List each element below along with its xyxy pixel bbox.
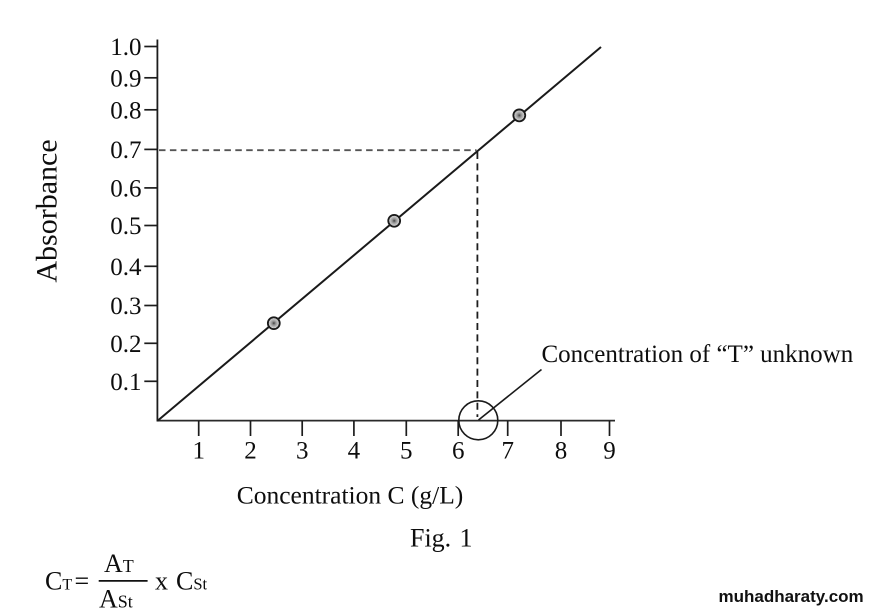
svg-text:3: 3 [296, 438, 309, 465]
svg-text:Concentration C (g/L): Concentration C (g/L) [237, 481, 464, 510]
svg-text:CT: CT [45, 567, 72, 596]
svg-text:0.1: 0.1 [110, 369, 141, 396]
svg-text:muhadharaty.com: muhadharaty.com [719, 587, 864, 606]
svg-text:6: 6 [452, 438, 465, 465]
svg-text:5: 5 [400, 438, 413, 465]
svg-text:7: 7 [501, 438, 514, 465]
svg-text:1: 1 [192, 438, 205, 465]
svg-text:8: 8 [555, 438, 568, 465]
svg-text:CSt: CSt [176, 567, 208, 596]
svg-text:ASt: ASt [99, 585, 133, 610]
svg-text:=: = [75, 567, 90, 596]
svg-text:AT: AT [104, 549, 134, 578]
svg-text:0.9: 0.9 [110, 65, 141, 92]
svg-text:0.6: 0.6 [110, 176, 141, 203]
svg-text:Concentration of “T” unknown: Concentration of “T” unknown [542, 341, 854, 368]
svg-text:1: 1 [460, 524, 473, 553]
svg-text:0.5: 0.5 [110, 213, 141, 240]
svg-text:0.8: 0.8 [110, 97, 141, 124]
svg-text:0.4: 0.4 [110, 254, 142, 281]
svg-text:4: 4 [348, 438, 361, 465]
svg-text:0.3: 0.3 [110, 293, 141, 320]
svg-text:Fig.: Fig. [410, 524, 451, 553]
svg-text:Absorbance: Absorbance [31, 139, 64, 282]
svg-text:1.0: 1.0 [110, 34, 141, 61]
svg-text:0.7: 0.7 [110, 137, 141, 164]
svg-text:2: 2 [244, 438, 257, 465]
svg-text:0.2: 0.2 [110, 331, 141, 358]
svg-text:x: x [155, 567, 168, 596]
svg-text:9: 9 [603, 438, 616, 465]
